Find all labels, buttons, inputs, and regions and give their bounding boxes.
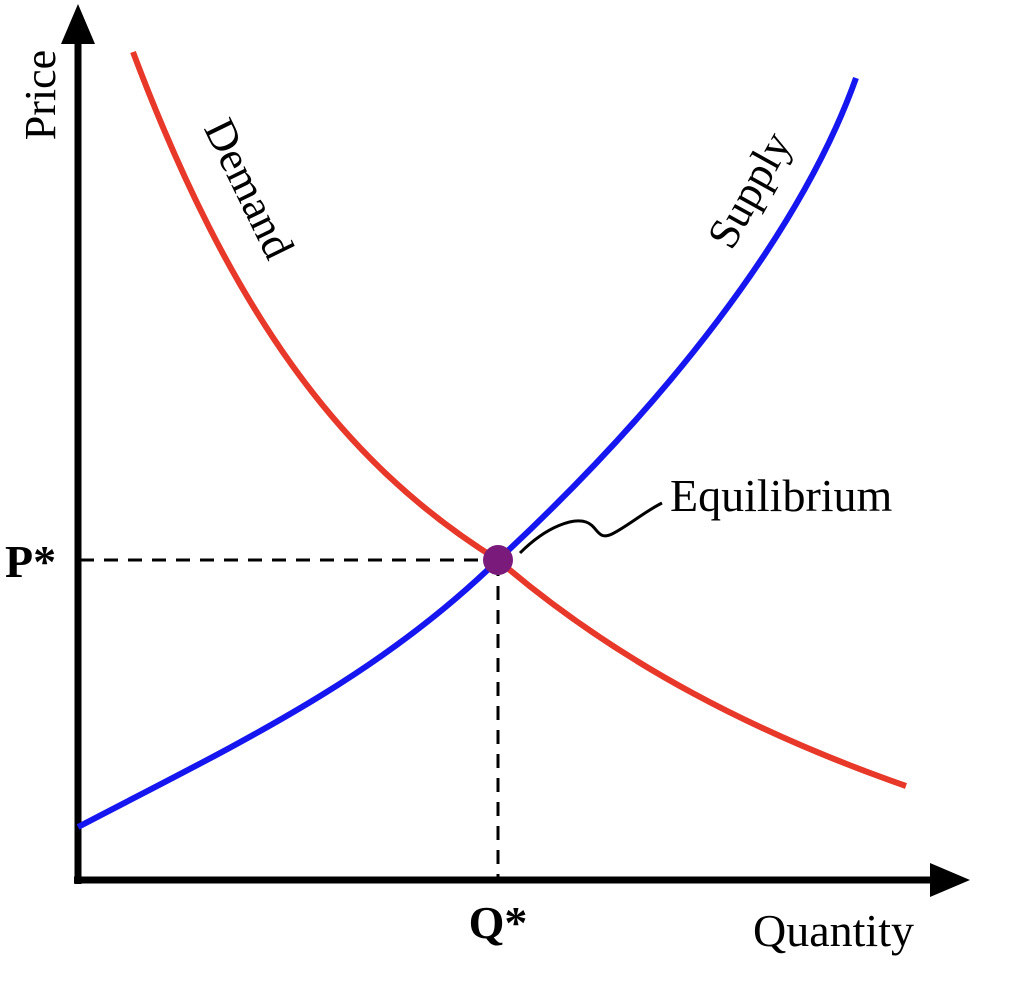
supply-label: Supply: [698, 124, 801, 257]
equilibrium-label: Equilibrium: [670, 470, 893, 521]
y-axis-label: Price: [16, 50, 65, 140]
quantity-equilibrium-label: Q*: [469, 897, 528, 948]
equilibrium-point: [483, 545, 513, 575]
equilibrium-pointer: [518, 501, 663, 555]
y-axis-arrow: [61, 4, 95, 44]
price-equilibrium-label: P*: [5, 536, 56, 587]
x-axis-label: Quantity: [753, 905, 914, 956]
demand-label: Demand: [194, 111, 303, 266]
demand-curve: [130, 50, 907, 789]
x-axis-arrow: [930, 863, 970, 897]
